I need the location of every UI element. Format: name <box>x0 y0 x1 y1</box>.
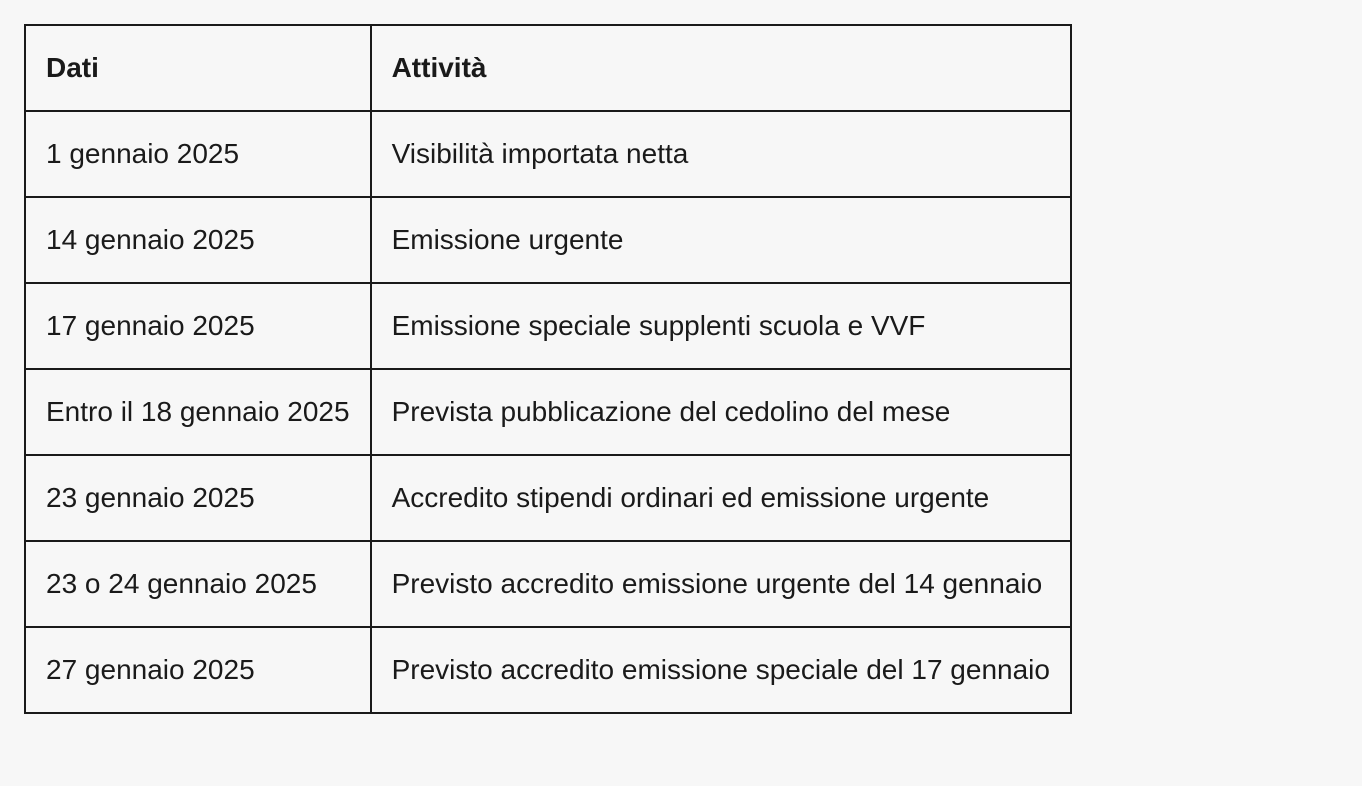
table-row: 27 gennaio 2025 Previsto accredito emiss… <box>25 627 1071 713</box>
table-row: 1 gennaio 2025 Visibilità importata nett… <box>25 111 1071 197</box>
cell-activity: Previsto accredito emissione urgente del… <box>371 541 1071 627</box>
schedule-table: Dati Attività 1 gennaio 2025 Visibilità … <box>24 24 1072 714</box>
cell-date: 17 gennaio 2025 <box>25 283 371 369</box>
cell-date: 27 gennaio 2025 <box>25 627 371 713</box>
cell-activity: Visibilità importata netta <box>371 111 1071 197</box>
table-row: 17 gennaio 2025 Emissione speciale suppl… <box>25 283 1071 369</box>
table-row: 14 gennaio 2025 Emissione urgente <box>25 197 1071 283</box>
cell-activity: Accredito stipendi ordinari ed emissione… <box>371 455 1071 541</box>
column-header-dati: Dati <box>25 25 371 111</box>
column-header-attivita: Attività <box>371 25 1071 111</box>
cell-date: 23 gennaio 2025 <box>25 455 371 541</box>
cell-date: Entro il 18 gennaio 2025 <box>25 369 371 455</box>
cell-date: 14 gennaio 2025 <box>25 197 371 283</box>
cell-activity: Previsto accredito emissione speciale de… <box>371 627 1071 713</box>
table-row: Entro il 18 gennaio 2025 Prevista pubbli… <box>25 369 1071 455</box>
cell-date: 1 gennaio 2025 <box>25 111 371 197</box>
cell-activity: Emissione urgente <box>371 197 1071 283</box>
cell-activity: Emissione speciale supplenti scuola e VV… <box>371 283 1071 369</box>
table-header-row: Dati Attività <box>25 25 1071 111</box>
table-row: 23 o 24 gennaio 2025 Previsto accredito … <box>25 541 1071 627</box>
cell-activity: Prevista pubblicazione del cedolino del … <box>371 369 1071 455</box>
table-row: 23 gennaio 2025 Accredito stipendi ordin… <box>25 455 1071 541</box>
cell-date: 23 o 24 gennaio 2025 <box>25 541 371 627</box>
